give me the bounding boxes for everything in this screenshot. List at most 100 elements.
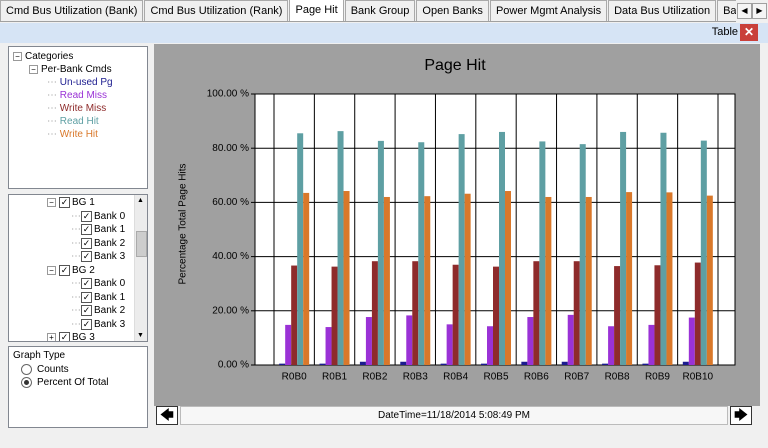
bar [573,261,580,365]
tab[interactable]: Open Banks [416,0,489,21]
tree-root[interactable]: − Categories [13,51,73,62]
tab[interactable]: Data Bus Utilization [608,0,717,21]
bar [545,196,552,365]
bank-item[interactable]: ⋯ ✓ Bank 3 [71,251,126,263]
bar [499,131,505,365]
legend-item[interactable]: ⋯ Write Miss [47,103,107,114]
scroll-down[interactable]: ▼ [137,332,144,339]
bar [660,132,667,365]
y-tick-label: 100.00 % [207,89,249,100]
bank-group-label: BG 2 [72,264,95,276]
y-tick-label: 40.00 % [212,251,249,262]
bank-item[interactable]: ⋯ ✓ Bank 1 [71,291,126,303]
tree-group[interactable]: − Per-Bank Cmds [29,64,112,75]
y-tick-label: 20.00 % [212,305,249,316]
bar [481,363,487,365]
bar [585,196,592,365]
graph-type-title: Graph Type [13,350,66,361]
bank-label: Bank 0 [94,278,126,290]
bank-label: Bank 1 [94,291,126,303]
bar [319,363,326,365]
bar [279,363,286,365]
bar [297,133,304,365]
bar [291,265,298,365]
scrollbar[interactable]: ▲ ▼ [134,195,147,341]
bar [688,317,695,365]
bank-group[interactable]: − ✓ BG 1 [47,197,95,208]
bar [602,363,609,365]
bar [343,191,350,365]
bar [505,191,511,365]
bar [648,324,655,365]
x-tick-label: R0B10 [683,372,714,383]
scroll-up[interactable]: ▲ [137,197,144,204]
tab[interactable]: Cmd Bus Utilization (Bank) [0,0,144,21]
bank-label: Bank 2 [94,237,126,249]
radio-label: Percent Of Total [37,377,109,389]
bank-label: Bank 3 [94,251,126,263]
legend-item[interactable]: ⋯ Un-used Pg [47,77,113,88]
category-tree: − Categories − Per-Bank Cmds ⋯ Un-used Pg ⋯… [8,46,148,189]
radio-button[interactable] [21,377,32,388]
nav-next[interactable]: 🡆 [730,406,752,425]
tab-scroll-right[interactable]: ▶ [752,3,767,19]
bar [493,266,499,365]
bar [487,326,493,365]
bar [325,327,332,365]
tab[interactable]: Bank Group [344,0,416,21]
bar [626,192,633,365]
x-tick-label: R0B5 [483,372,508,383]
legend-item[interactable]: ⋯ Read Hit [47,116,99,127]
x-tick-label: R0B0 [282,372,307,383]
bank-group[interactable]: − ✓ BG 2 [47,264,95,276]
bar [400,361,407,365]
y-axis-label: Percentage Total Page Hits [178,163,189,284]
bar [285,324,292,365]
radio-button[interactable] [21,364,32,375]
legend-item[interactable]: ⋯ Read Miss [47,90,108,101]
bar [706,195,713,365]
bank-item[interactable]: ⋯ ✓ Bank 2 [71,305,126,317]
bar [561,361,568,365]
scroll-thumb[interactable] [136,231,147,257]
bank-group[interactable]: + ✓ BG 3 [47,332,95,341]
legend-label: Read Miss [59,90,108,101]
legend-label: Write Hit [59,129,98,140]
bank-item[interactable]: ⋯ ✓ Bank 1 [71,224,126,236]
tab[interactable]: Page Hit [289,0,344,21]
tab[interactable]: Cmd Bus Utilization (Rank) [144,0,289,21]
bar [412,261,419,365]
bank-group-label: BG 1 [72,197,95,209]
bank-item[interactable]: ⋯ ✓ Bank 0 [71,210,126,222]
bar [365,317,372,365]
x-tick-label: R0B8 [605,372,630,383]
toolbar [0,23,768,43]
bank-item[interactable]: ⋯ ✓ Bank 0 [71,278,126,290]
bar [440,363,447,365]
radio-option[interactable]: Percent Of Total [21,377,109,388]
bar [406,315,413,365]
tab-scroll-left[interactable]: ◀ [737,3,752,19]
status-bar: DateTime=11/18/2014 5:08:49 PM [180,406,728,425]
y-tick-label: 80.00 % [212,143,249,154]
nav-previous[interactable]: 🡄 [156,406,178,425]
tab[interactable]: Power Mgmt Analysis [489,0,608,21]
bar [458,134,465,365]
legend-item[interactable]: ⋯ Write Hit [47,129,98,140]
close-button[interactable]: ✕ [740,24,758,41]
radio-label: Counts [37,364,69,376]
chart: Page Hit Percentage Total Page Hits 0.00… [178,57,736,383]
bar [608,326,615,365]
y-tick-label: 60.00 % [212,197,249,208]
bar [567,314,574,365]
tab-strip: Cmd Bus Utilization (Bank) Cmd Bus Utiliz… [0,0,736,22]
bank-item[interactable]: ⋯ ✓ Bank 2 [71,237,126,249]
bar [654,265,661,365]
bank-item[interactable]: ⋯ ✓ Bank 3 [71,318,126,330]
tab[interactable]: Bank Utilization [717,0,736,21]
radio-option[interactable]: Counts [21,364,69,375]
x-tick-label: R0B3 [403,372,428,383]
bar [614,266,621,365]
table-button[interactable]: Table [711,26,738,38]
